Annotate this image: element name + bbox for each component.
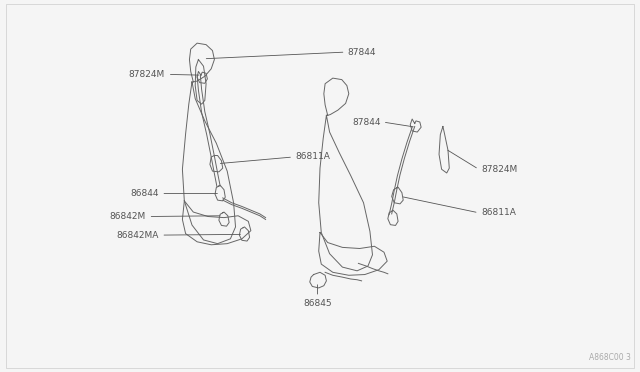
Text: 87844: 87844 [348,48,376,57]
Text: 86811A: 86811A [481,208,516,217]
Text: A868C00 3: A868C00 3 [589,353,630,362]
Text: 86842MA: 86842MA [116,231,159,240]
Text: 86844: 86844 [130,189,159,198]
Text: 86845: 86845 [303,299,332,308]
Text: 86811A: 86811A [296,153,330,161]
Text: 87844: 87844 [352,118,381,126]
Text: 87824M: 87824M [129,70,165,79]
Text: 87824M: 87824M [481,165,518,174]
Text: 86842M: 86842M [109,212,146,221]
